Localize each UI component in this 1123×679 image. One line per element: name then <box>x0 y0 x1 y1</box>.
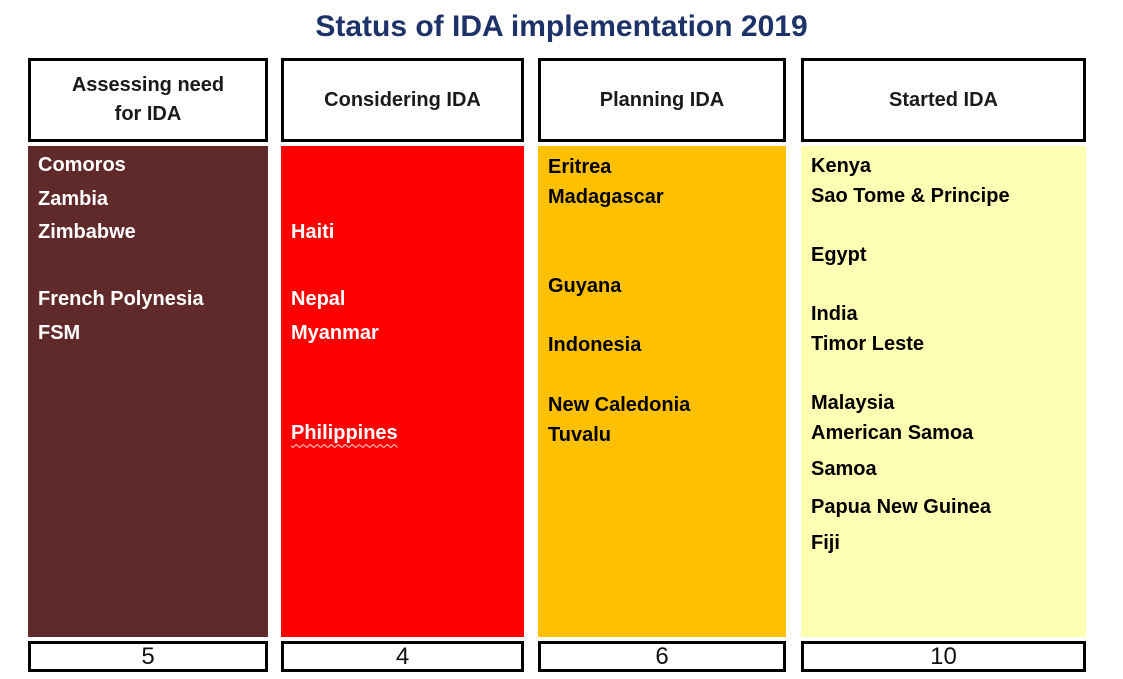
page-title: Status of IDA implementation 2019 <box>315 10 808 43</box>
blank-line <box>811 359 1082 389</box>
status-column-planning: Planning IDA Eritrea Madagascar Guyana I… <box>538 58 786 672</box>
count-box-considering: 4 <box>281 641 524 672</box>
count-box-started: 10 <box>801 641 1086 672</box>
column-header-assessing: Assessing need for IDA <box>28 58 268 142</box>
count-value: 5 <box>141 642 155 670</box>
column-header-label: Started IDA <box>889 88 998 111</box>
country-label: Madagascar <box>548 186 664 209</box>
country-label: Guyana <box>548 275 622 298</box>
country-label: India <box>811 303 858 326</box>
country-label: Sao Tome & Principe <box>811 184 1010 207</box>
column-body-started: Kenya Sao Tome & Principe Egypt India Ti… <box>801 146 1086 637</box>
country-label: Haiti <box>291 221 335 244</box>
country-label: Egypt <box>811 244 867 267</box>
count-box-assessing: 5 <box>28 641 268 672</box>
country-label: Malaysia <box>811 392 895 415</box>
blank-line <box>38 250 264 284</box>
blank-line <box>291 149 520 183</box>
blank-line <box>291 183 520 217</box>
column-body-planning: Eritrea Madagascar Guyana Indonesia New … <box>538 146 786 637</box>
country-label: Nepal <box>291 288 346 311</box>
blank-line <box>548 242 782 272</box>
country-label: Eritrea <box>548 156 612 179</box>
count-box-planning: 6 <box>538 641 786 672</box>
country-label: Timor Leste <box>811 332 924 355</box>
country-label: Fiji <box>811 532 840 555</box>
country-label: Zambia <box>38 187 109 210</box>
country-label: French Polynesia <box>38 288 204 311</box>
count-value: 6 <box>655 642 669 670</box>
count-value: 4 <box>395 642 410 670</box>
country-label: Comoros <box>38 154 126 177</box>
country-label: American Samoa <box>811 421 974 444</box>
country-label: FSM <box>38 321 81 344</box>
column-header-label: Assessing need for IDA <box>71 74 225 125</box>
column-header-started: Started IDA <box>801 58 1086 142</box>
column-header-planning: Planning IDA <box>538 58 786 142</box>
country-label: Papua New Guinea <box>811 495 992 518</box>
blank-line <box>291 350 520 384</box>
country-label: Indonesia <box>548 334 642 357</box>
blank-line <box>291 250 520 284</box>
column-header-considering: Considering IDA <box>281 58 524 142</box>
column-header-label: Considering IDA <box>324 88 481 111</box>
country-label: Philippines <box>291 422 398 445</box>
count-value: 10 <box>930 642 957 670</box>
blank-line <box>811 270 1082 300</box>
blank-line <box>291 384 520 418</box>
country-label: Myanmar <box>291 321 379 344</box>
column-body-considering: Haiti Nepal Myanmar Philippines <box>281 146 524 637</box>
status-column-assessing: Assessing need for IDA Comoros Zambia Zi… <box>28 58 268 672</box>
status-column-started: Started IDA Kenya Sao Tome & Principe Eg… <box>801 58 1086 672</box>
country-label: New Caledonia <box>548 393 691 416</box>
blank-line <box>548 212 782 242</box>
country-label: Zimbabwe <box>38 221 136 244</box>
country-label: Samoa <box>811 458 877 481</box>
country-label: Kenya <box>811 155 872 178</box>
blank-line <box>548 361 782 391</box>
status-column-considering: Considering IDA Haiti Nepal Myanmar Phil… <box>281 58 524 672</box>
column-body-assessing: Comoros Zambia Zimbabwe French Polynesia… <box>28 146 268 637</box>
column-header-label: Planning IDA <box>599 88 725 111</box>
country-label: Tuvalu <box>548 423 611 446</box>
blank-line <box>811 211 1082 241</box>
blank-line <box>548 301 782 331</box>
